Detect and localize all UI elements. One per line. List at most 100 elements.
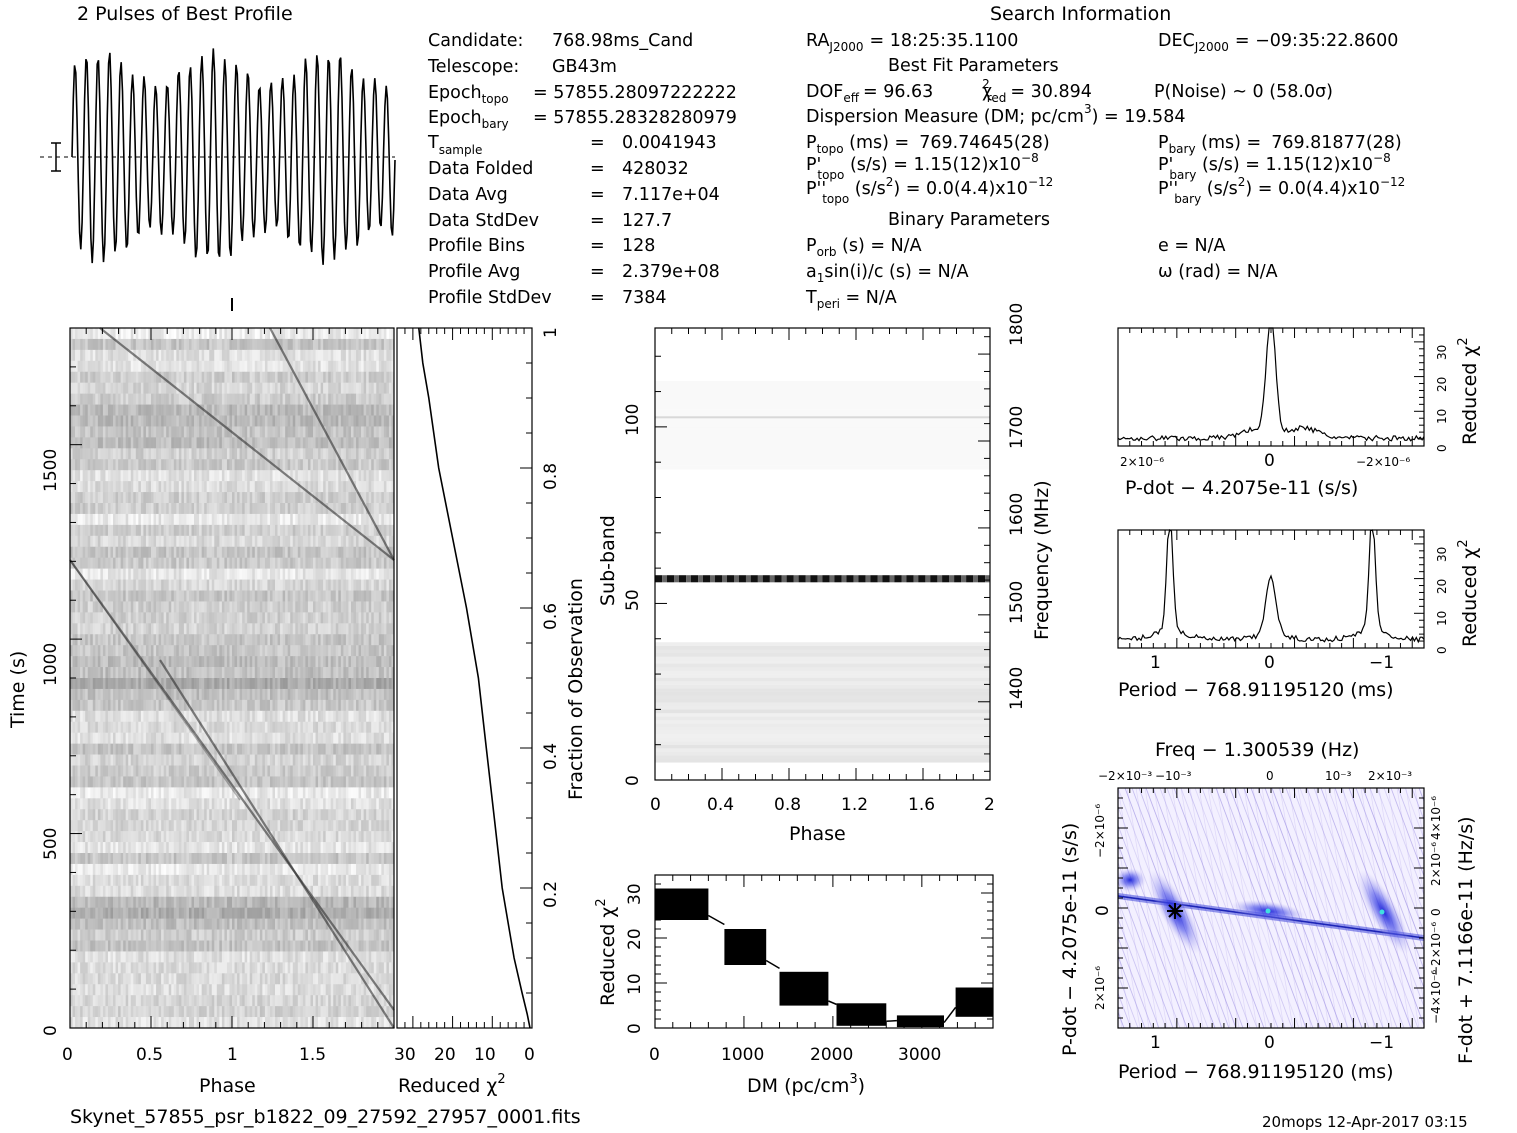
heatmap-cell [350, 448, 354, 460]
heatmap-cell [338, 732, 342, 744]
heatmap-cell [87, 623, 91, 635]
heatmap-cell [196, 667, 200, 679]
heatmap-cell [72, 524, 76, 537]
heatmap-cell [340, 568, 344, 580]
heatmap-cell [366, 623, 369, 635]
heatmap-cell [194, 688, 197, 701]
heatmap-cell [272, 503, 276, 515]
heatmap-cell [105, 645, 109, 657]
heatmap-cell [333, 546, 337, 558]
heatmap-cell [333, 513, 337, 526]
heatmap-cell [130, 535, 134, 548]
heatmap-cell [176, 546, 180, 558]
heatmap-cell [328, 710, 332, 723]
heatmap-cell [247, 338, 251, 351]
heatmap-cell [188, 338, 192, 351]
heatmap-cell [328, 634, 332, 646]
heatmap-cell [196, 503, 200, 515]
heatmap-cell [323, 590, 326, 602]
heatmap-cell [244, 645, 248, 657]
heatmap-cell [356, 645, 359, 657]
heatmap-cell [323, 601, 326, 613]
heatmap-cell [178, 382, 182, 394]
heatmap-cell [315, 492, 319, 504]
heatmap-cell [171, 732, 175, 744]
heatmap-cell [188, 382, 192, 394]
heatmap-cell [171, 579, 175, 591]
heatmap-cell [125, 360, 129, 373]
heatmap-cell [191, 590, 195, 602]
heatmap-cell [368, 601, 372, 613]
heatmap-cell [85, 699, 89, 712]
heatmap-cell [92, 349, 96, 362]
heatmap-cell [120, 415, 124, 427]
heatmap-cell [302, 382, 306, 394]
heatmap-cell [242, 590, 245, 602]
heatmap-cell [328, 448, 332, 460]
heatmap-cell [211, 459, 215, 471]
heatmap-cell [356, 623, 359, 635]
heatmap-cell [158, 426, 162, 438]
heatmap-cell [343, 557, 347, 569]
heatmap-cell [295, 492, 299, 504]
heatmap-cell [350, 459, 354, 471]
heatmap-cell [320, 557, 324, 569]
heatmap-cell [254, 470, 258, 482]
heatmap-cell [340, 481, 344, 493]
heatmap-cell [140, 371, 144, 383]
heatmap-cell [135, 667, 139, 679]
pddot-bary-text: P''bary (s/s2) = 0.0(4.4)x10−12 [1158, 175, 1405, 206]
heatmap-cell [348, 349, 352, 362]
heatmap-cell [383, 404, 387, 416]
heatmap-cell [221, 656, 225, 668]
heatmap-cell [140, 415, 144, 427]
heatmap-cell [186, 579, 190, 591]
heatmap-cell [388, 503, 392, 515]
heatmap-cell [340, 678, 344, 690]
heatmap-cell [229, 601, 233, 613]
heatmap-cell [107, 612, 111, 624]
heatmap-cell [252, 601, 256, 613]
heatmap-cell [381, 601, 385, 613]
heatmap-cell [249, 404, 253, 416]
heatmap-cell [290, 590, 294, 602]
heatmap-cell [133, 448, 137, 460]
heatmap-cell [391, 579, 395, 591]
heatmap-cell [143, 568, 147, 580]
heatmap-cell [269, 349, 273, 362]
heatmap-cell [356, 557, 359, 569]
heatmap-cell [252, 557, 256, 569]
heatmap-cell [353, 338, 357, 351]
heatmap-cell [113, 535, 116, 548]
heatmap-cell [72, 656, 76, 668]
heatmap-cell [125, 393, 129, 405]
heatmap-cell [97, 524, 101, 537]
heatmap-cell [196, 437, 200, 449]
heatmap-cell [123, 535, 126, 548]
heatmap-cell [85, 524, 89, 537]
heatmap-cell [85, 743, 89, 755]
heatmap-cell [267, 338, 271, 351]
heatmap-cell [302, 524, 306, 537]
heatmap-cell [105, 688, 109, 701]
heatmap-cell [383, 524, 387, 537]
heatmap-cell [188, 415, 192, 427]
heatmap-cell [356, 503, 359, 515]
heatmap-cell [148, 623, 152, 635]
heatmap-cell [254, 535, 258, 548]
heatmap-cell [234, 503, 238, 515]
heatmap-cell [158, 667, 162, 679]
heatmap-cell [313, 634, 316, 646]
heatmap-cell [105, 513, 109, 526]
heatmap-cell [237, 535, 240, 548]
heatmap-cell [224, 535, 228, 548]
heatmap-cell [388, 721, 392, 733]
heatmap-cell [376, 459, 380, 471]
heatmap-cell [188, 426, 192, 438]
heatmap-cell [221, 743, 225, 755]
heatmap-cell [92, 382, 96, 394]
heatmap-cell [115, 678, 119, 690]
heatmap-cell [110, 382, 114, 394]
heatmap-cell [338, 678, 342, 690]
heatmap-cell [300, 415, 304, 427]
